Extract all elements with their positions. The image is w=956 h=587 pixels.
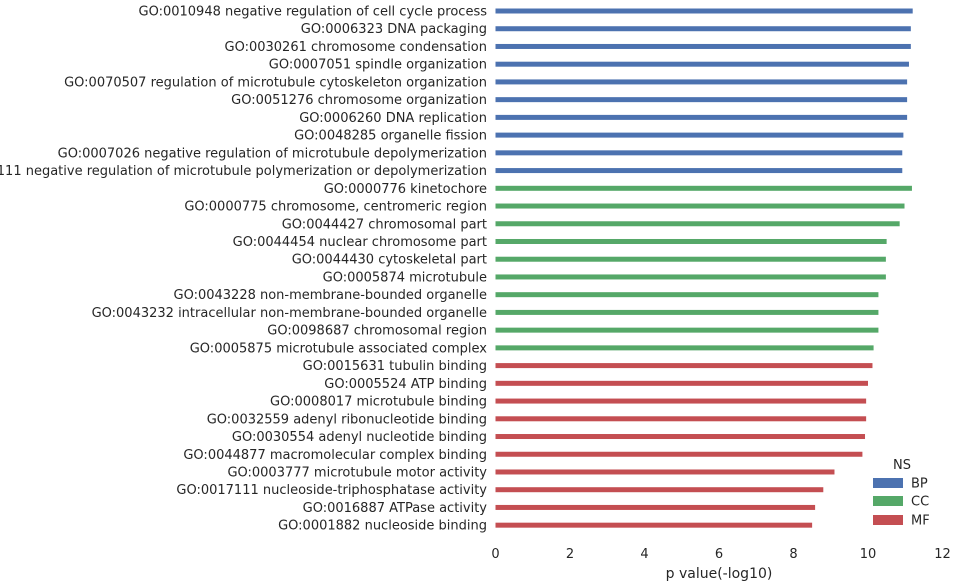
bar xyxy=(495,363,873,369)
bar xyxy=(495,132,904,138)
category-label: GO:0000775 chromosome, centromeric regio… xyxy=(184,200,487,215)
legend-label: BP xyxy=(911,477,928,492)
category-label: GO:0017111 nucleoside-triphosphatase act… xyxy=(176,483,487,498)
bar xyxy=(495,487,824,493)
bar xyxy=(495,203,905,209)
category-label: GO:0001882 nucleoside binding xyxy=(278,519,487,534)
bar xyxy=(495,292,879,298)
category-label: GO:0043228 non-membrane-bounded organell… xyxy=(174,288,488,303)
legend-label: CC xyxy=(911,495,929,510)
legend-swatch xyxy=(873,478,903,488)
bar xyxy=(495,416,867,422)
bar xyxy=(495,451,863,457)
x-tick-label: 10 xyxy=(860,547,877,562)
category-label: GO:0005875 microtubule associated comple… xyxy=(190,341,488,356)
category-label: GO:0051276 chromosome organization xyxy=(231,93,487,108)
x-axis-title: p value(-log10) xyxy=(666,566,773,582)
bar xyxy=(495,398,867,404)
category-label: GO:0030554 adenyl nucleotide binding xyxy=(232,430,487,445)
category-label: GO:0043232 intracellular non-membrane-bo… xyxy=(92,306,487,321)
bar xyxy=(495,434,866,440)
category-label: GO:0005874 microtubule xyxy=(323,270,487,285)
category-label: GO:0070507 regulation of microtubule cyt… xyxy=(64,75,487,90)
bar xyxy=(495,345,874,351)
legend-items: BP CC MF xyxy=(873,477,930,529)
bar xyxy=(495,150,903,156)
legend-swatch xyxy=(873,515,903,525)
bar xyxy=(495,221,900,227)
bar xyxy=(495,238,887,244)
bar xyxy=(495,97,908,103)
x-axis-ticks: 0 2 4 6 8 10 12 xyxy=(491,547,950,562)
bar xyxy=(495,309,879,315)
x-tick-label: 2 xyxy=(566,547,574,562)
category-label: GO:0015631 tubulin binding xyxy=(303,359,487,374)
category-label: GO:0044454 nuclear chromosome part xyxy=(233,235,487,250)
x-tick-label: 8 xyxy=(789,547,797,562)
category-label: GO:0006323 DNA packaging xyxy=(301,22,487,37)
x-tick-label: 0 xyxy=(491,547,499,562)
category-label: GO:0030261 chromosome condensation xyxy=(225,40,488,55)
bar xyxy=(495,327,879,333)
legend-swatch xyxy=(873,496,903,506)
bar xyxy=(495,274,886,280)
bar xyxy=(495,168,903,174)
category-label: GO:0010948 negative regulation of cell c… xyxy=(139,5,488,20)
bar xyxy=(495,504,816,510)
bar xyxy=(495,256,886,262)
category-label: GO:0098687 chromosomal region xyxy=(267,324,487,339)
bar xyxy=(495,522,813,528)
legend-title: NS xyxy=(893,458,911,473)
bar xyxy=(495,26,911,32)
legend-label: MF xyxy=(911,514,930,529)
category-labels: GO:0010948 negative regulation of cell c… xyxy=(0,5,487,534)
x-tick-label: 12 xyxy=(934,547,951,562)
category-label: GO:0044877 macromolecular complex bindin… xyxy=(183,448,487,463)
category-label: GO:0044427 chromosomal part xyxy=(282,217,487,232)
x-tick-label: 4 xyxy=(640,547,648,562)
bar xyxy=(495,185,912,191)
category-label: GO:0016887 ATPase activity xyxy=(303,501,488,516)
category-label: GO:0031111 negative regulation of microt… xyxy=(0,164,487,179)
x-tick-label: 6 xyxy=(715,547,723,562)
category-label: GO:0007026 negative regulation of microt… xyxy=(58,146,487,161)
category-label: GO:0044430 cytoskeletal part xyxy=(292,253,487,268)
bar xyxy=(495,469,835,475)
bar xyxy=(495,114,908,120)
category-label: GO:0006260 DNA replication xyxy=(299,111,487,126)
bar xyxy=(495,8,913,14)
bar xyxy=(495,380,868,386)
bar xyxy=(495,61,909,67)
category-label: GO:0005524 ATP binding xyxy=(324,377,487,392)
category-label: GO:0008017 microtubule binding xyxy=(270,395,487,410)
bar xyxy=(495,79,908,85)
category-label: GO:0007051 spindle organization xyxy=(269,58,487,73)
category-label: GO:0048285 organelle fission xyxy=(294,129,487,144)
category-label: GO:0003777 microtubule motor activity xyxy=(227,465,487,480)
category-label: GO:0032559 adenyl ribonucleotide binding xyxy=(207,412,487,427)
bar xyxy=(495,43,911,49)
bars-layer xyxy=(495,8,913,528)
category-label: GO:0000776 kinetochore xyxy=(324,182,487,197)
legend: NS BP CC MF xyxy=(873,458,930,529)
